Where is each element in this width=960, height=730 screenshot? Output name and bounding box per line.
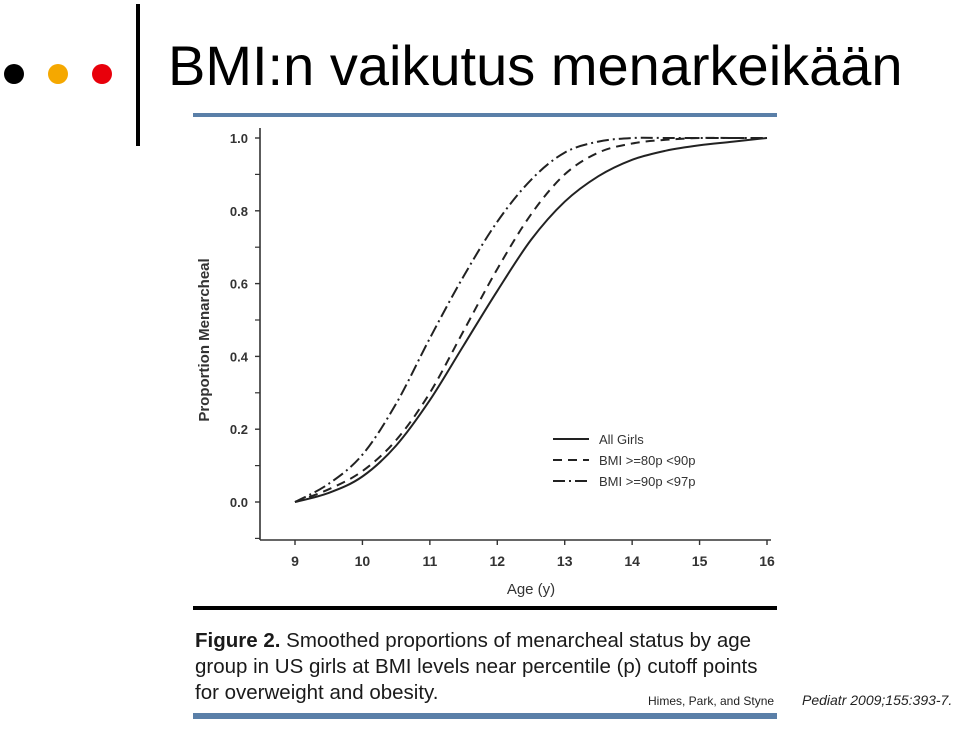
menarche-chart: 0.0 0.2 0.4 0.6 0.8 1.0 9 10 11 12 13 14 15 16 Age (y)… — [196, 128, 775, 598]
legend: All Girls BMI >=80p <90p BMI >=90p <97p — [553, 432, 696, 489]
lines-layer — [294, 136, 768, 503]
legend-label: All Girls — [599, 432, 644, 447]
bullet-dots — [4, 62, 120, 86]
series-line-2 — [294, 136, 767, 503]
y-tick-label: 0.6 — [230, 277, 248, 292]
y-tick-label: 0.0 — [230, 495, 248, 510]
x-tick-label: 13 — [557, 553, 573, 569]
orange-dot-icon — [48, 64, 68, 84]
y-axis-label: Proportion Menarcheal — [196, 258, 213, 421]
x-tick-label: 9 — [291, 553, 299, 569]
slide-title: BMI:n vaikutus menarkeikään — [168, 34, 903, 97]
x-tick-label: 12 — [489, 553, 505, 569]
figure-top-rule — [193, 113, 777, 117]
figure-bottom-rule — [193, 713, 777, 719]
legend-label: BMI >=90p <97p — [599, 474, 696, 489]
figure-caption: Figure 2. Smoothed proportions of menarc… — [195, 628, 785, 706]
citation-journal: Pediatr 2009;155:393-7. — [802, 692, 953, 708]
title-divider — [136, 4, 140, 146]
figure-mid-rule — [193, 606, 777, 610]
x-tick-label: 10 — [355, 553, 371, 569]
x-tick-label: 16 — [759, 553, 775, 569]
x-axis-label: Age (y) — [507, 581, 555, 598]
black-dot-icon — [4, 64, 24, 84]
citation-authors: Himes, Park, and Styne — [648, 694, 775, 708]
x-tick-label: 11 — [422, 553, 437, 569]
series-line-1 — [294, 137, 768, 503]
red-dot-icon — [92, 64, 112, 84]
series-line-3 — [294, 136, 767, 503]
y-tick-label: 1.0 — [230, 131, 248, 146]
y-tick-label: 0.8 — [230, 204, 248, 219]
axes-layer: 0.0 0.2 0.4 0.6 0.8 1.0 9 10 11 12 13 14 15 16 Age (y)… — [196, 128, 775, 598]
legend-label: BMI >=80p <90p — [599, 453, 696, 468]
y-tick-label: 0.4 — [230, 349, 249, 364]
x-tick-label: 14 — [624, 553, 640, 569]
figure-panel — [193, 112, 777, 724]
x-tick-label: 15 — [692, 553, 708, 569]
caption-label: Figure 2. — [195, 629, 281, 652]
y-tick-label: 0.2 — [230, 422, 248, 437]
caption-text: Smoothed proportions of menarcheal statu… — [195, 629, 758, 704]
